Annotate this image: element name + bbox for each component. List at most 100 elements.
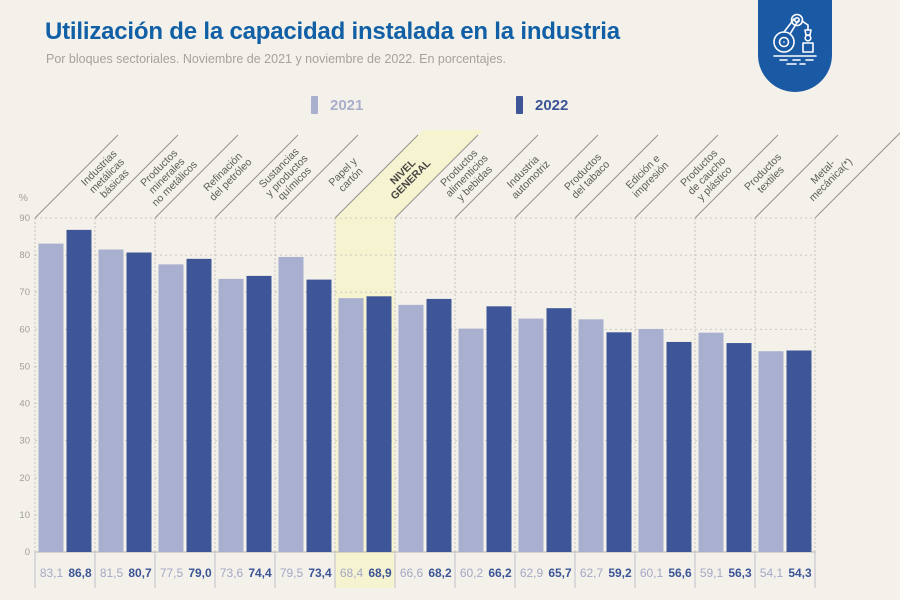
bar-2022 (366, 296, 392, 552)
value-label-2021: 62,7 (580, 566, 604, 580)
category-label: Refinacióndel petróleo (199, 148, 254, 203)
value-label-2021: 54,1 (760, 566, 784, 580)
bar-2022 (426, 298, 452, 552)
page-title: Utilización de la capacidad instalada en… (45, 18, 620, 45)
bar-2022 (186, 258, 212, 552)
value-label-2022: 74,4 (248, 566, 272, 580)
bar-2022 (246, 275, 272, 552)
bar-2022 (66, 229, 92, 552)
y-axis-tick: 70 (19, 287, 30, 298)
value-label-2021: 81,5 (100, 566, 124, 580)
chart-svg: 0 10 20 30 40 50 60 70 80 90% 83,1 86,8 Industriasme… (19, 130, 900, 588)
value-label-2022: 73,4 (308, 566, 332, 580)
value-label-2021: 60,2 (460, 566, 484, 580)
brand-badge (758, 0, 832, 92)
y-axis-tick: 60 (19, 324, 30, 335)
diagonal-line (94, 134, 179, 219)
bar-2022 (606, 332, 632, 552)
y-axis-tick: 10 (19, 510, 30, 521)
category-label: Productosde cauchoy plástico (678, 147, 736, 205)
bar-2022 (486, 306, 512, 552)
value-label-2022: 68,2 (428, 566, 452, 580)
bar-2021 (578, 319, 604, 552)
y-axis-tick: 30 (19, 436, 30, 447)
value-label-2022: 79,0 (188, 566, 212, 580)
diagonal-line (334, 134, 419, 219)
value-label-2021: 77,5 (160, 566, 184, 580)
value-label-2022: 66,2 (488, 566, 512, 580)
value-label-2021: 66,6 (400, 566, 424, 580)
bar-2021 (338, 298, 364, 552)
category-label: Productosmineralesno metálicos (134, 143, 200, 209)
bar-2021 (458, 328, 484, 552)
bar-2022 (546, 308, 572, 552)
legend-label-2022: 2022 (535, 96, 569, 114)
value-label-2022: 59,2 (608, 566, 632, 580)
y-axis-unit: % (19, 192, 28, 204)
bar-2021 (398, 304, 424, 552)
bar-2022 (726, 343, 752, 552)
legend-item-2022: 2022 (516, 96, 568, 114)
value-label-2021: 59,1 (700, 566, 724, 580)
diagonal-line (394, 134, 479, 219)
category-label: Productosdel tabaco (562, 151, 613, 202)
diagonal-line (214, 134, 299, 219)
diagonal-line (454, 134, 539, 219)
y-axis-tick: 80 (19, 250, 30, 261)
category-label: Edición eimpresión (623, 152, 672, 201)
value-label-2022: 54,3 (788, 566, 812, 580)
diagonal-line (694, 134, 779, 219)
bar-2021 (638, 328, 664, 552)
value-label-2021: 60,1 (640, 566, 664, 580)
value-label-2022: 68,9 (368, 566, 392, 580)
category-label: Industriasmetálicasbásicas (79, 148, 135, 204)
legend-swatch-2021 (311, 96, 318, 114)
bar-2021 (758, 351, 784, 552)
robot-arm-icon (773, 13, 817, 65)
bar-2021 (158, 264, 184, 552)
y-axis-tick: 20 (19, 473, 30, 484)
bar-2021 (518, 318, 544, 552)
category-label: Metal-mecánica(*) (799, 148, 855, 204)
bar-2022 (306, 279, 332, 552)
category-label: Papel ycartón (326, 155, 368, 197)
page-subtitle: Por bloques sectoriales. Noviembre de 20… (46, 52, 506, 66)
bar-2021 (98, 249, 124, 552)
diagonal-line (154, 134, 239, 219)
diagonal-line (634, 134, 719, 219)
value-label-2022: 56,6 (668, 566, 692, 580)
diagonal-line (814, 132, 900, 219)
bar-2022 (126, 252, 152, 552)
legend-label-2021: 2021 (330, 96, 364, 114)
category-label: Industriaautomotriz (502, 151, 553, 202)
chart-legend: 2021 2022 (0, 96, 900, 118)
value-label-2021: 62,9 (520, 566, 544, 580)
y-axis-tick: 50 (19, 361, 30, 372)
legend-swatch-2022 (516, 96, 523, 114)
bar-2021 (278, 256, 304, 552)
value-label-2022: 56,3 (728, 566, 752, 580)
value-label-2022: 86,8 (68, 566, 92, 580)
legend-item-2021: 2021 (311, 96, 363, 114)
diagonal-line (274, 134, 359, 219)
value-label-2021: 68,4 (340, 566, 364, 580)
y-axis-tick: 90 (19, 213, 30, 224)
diagonal-line (574, 134, 659, 219)
value-label-2021: 83,1 (40, 566, 64, 580)
category-label: Productostextiles (742, 151, 792, 201)
bar-2022 (786, 350, 812, 552)
bar-2021 (698, 332, 724, 552)
bar-2021 (218, 278, 244, 552)
value-label-2021: 79,5 (280, 566, 304, 580)
diagonal-line (754, 134, 839, 219)
diagonal-line (34, 134, 119, 219)
category-label: Sustanciasy productosquímicos (256, 145, 318, 207)
bar-2022 (666, 341, 692, 552)
value-label-2022: 65,7 (548, 566, 572, 580)
bar-2021 (38, 243, 64, 552)
diagonal-line (514, 134, 599, 219)
y-axis-tick: 40 (19, 399, 30, 410)
y-axis-tick: 0 (25, 547, 30, 558)
value-label-2021: 73,6 (220, 566, 244, 580)
